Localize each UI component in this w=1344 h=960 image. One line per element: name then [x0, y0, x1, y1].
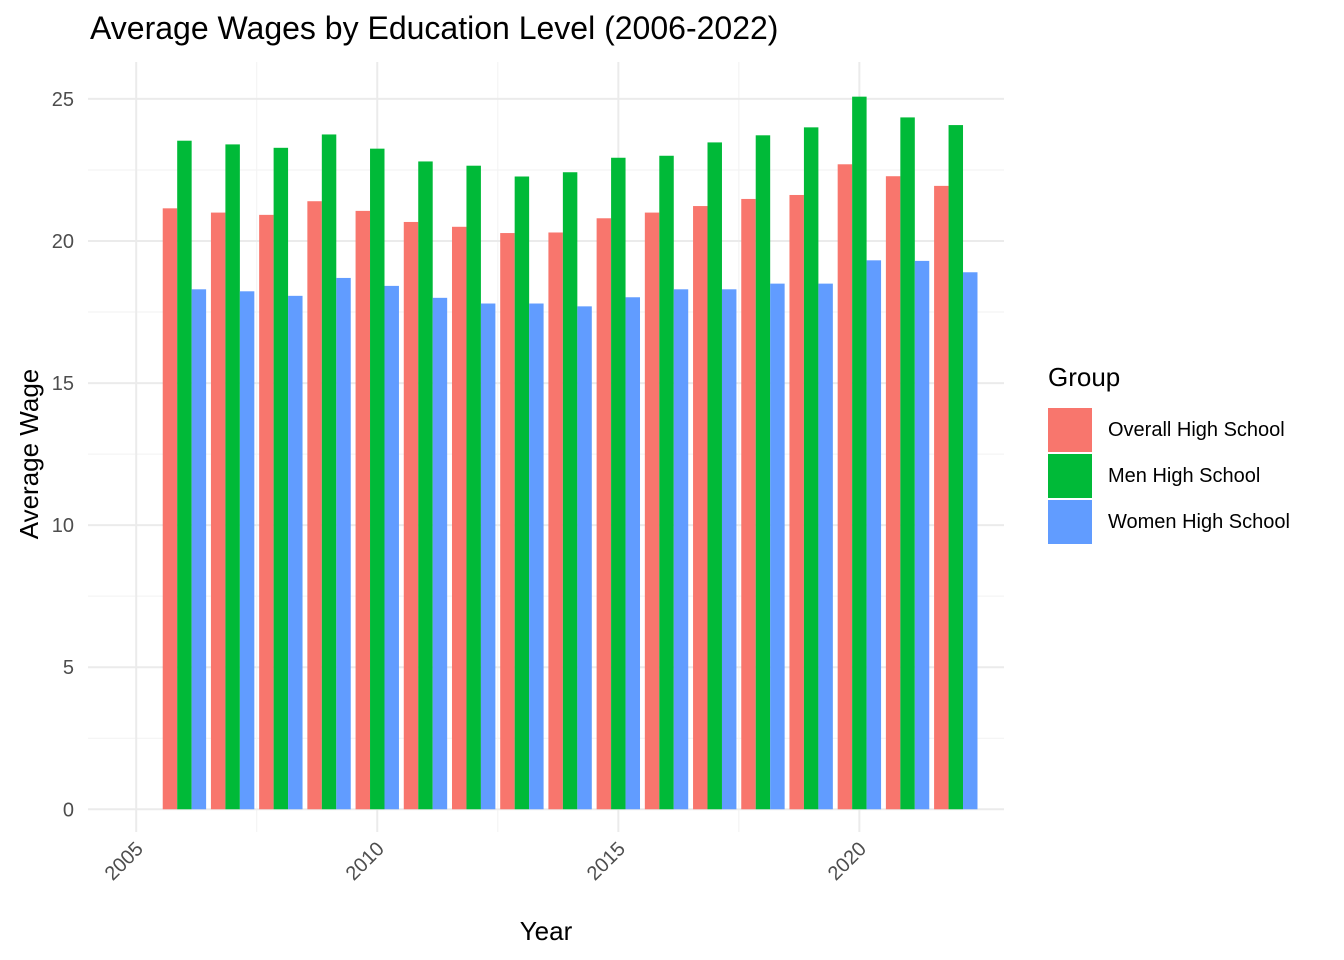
bar-men-high-school-2016 [659, 155, 674, 810]
bar-women-high-school-2021 [914, 260, 930, 810]
bar-men-high-school-2022 [948, 125, 964, 810]
bar-women-high-school-2011 [432, 297, 448, 810]
bar-women-high-school-2014 [577, 306, 592, 810]
bar-overall-high-school-2017 [693, 206, 708, 810]
bar-overall-high-school-2020 [837, 164, 853, 810]
legend-item: Men High School [1048, 453, 1290, 499]
legend-label: Overall High School [1108, 418, 1285, 441]
bar-women-high-school-2006 [191, 289, 207, 810]
bar-overall-high-school-2022 [934, 185, 949, 810]
bar-men-high-school-2009 [321, 134, 337, 810]
bar-overall-high-school-2013 [500, 233, 515, 810]
bar-women-high-school-2018 [770, 283, 785, 810]
bar-overall-high-school-2019 [789, 194, 804, 810]
bar-women-high-school-2009 [336, 277, 351, 810]
legend-label: Women High School [1108, 510, 1290, 533]
bar-men-high-school-2017 [707, 142, 722, 810]
y-axis-title: Average Wage [14, 369, 44, 540]
bar-women-high-school-2015 [625, 297, 641, 810]
x-tick-label: 2015 [583, 838, 630, 885]
bar-overall-high-school-2010 [355, 210, 371, 810]
bar-men-high-school-2015 [611, 157, 626, 810]
legend: Group Overall High School Men High School… [1048, 362, 1290, 545]
bar-women-high-school-2012 [480, 303, 496, 810]
bar-men-high-school-2012 [466, 165, 481, 810]
bar-women-high-school-2019 [818, 283, 833, 810]
bar-overall-high-school-2007 [210, 212, 226, 810]
bar-women-high-school-2017 [721, 289, 737, 810]
legend-item: Women High School [1048, 499, 1290, 545]
bar-women-high-school-2008 [288, 295, 303, 810]
bar-women-high-school-2007 [239, 291, 255, 810]
bar-overall-high-school-2016 [644, 212, 660, 810]
bar-men-high-school-2013 [514, 176, 530, 810]
y-tick-label: 15 [52, 373, 74, 395]
bar-men-high-school-2011 [418, 161, 433, 810]
legend-title: Group [1048, 362, 1121, 392]
bar-overall-high-school-2006 [162, 208, 178, 810]
bar-men-high-school-2019 [803, 127, 819, 810]
bar-overall-high-school-2015 [596, 218, 612, 810]
legend-items: Overall High School Men High School Women … [1048, 407, 1290, 545]
bar-women-high-school-2020 [866, 260, 882, 810]
x-tick-label: 2020 [824, 838, 871, 885]
legend-key [1048, 500, 1092, 544]
bar-overall-high-school-2014 [548, 232, 563, 810]
bars [162, 96, 978, 810]
y-tick-label: 10 [52, 515, 74, 537]
bar-women-high-school-2013 [529, 303, 544, 810]
bar-overall-high-school-2018 [741, 198, 756, 810]
bar-women-high-school-2016 [673, 289, 689, 810]
x-tick-label: 2010 [342, 838, 389, 885]
bar-men-high-school-2007 [225, 144, 240, 810]
bar-men-high-school-2006 [177, 140, 192, 810]
legend-key [1048, 454, 1092, 498]
y-tick-label: 5 [63, 657, 74, 679]
bar-overall-high-school-2021 [885, 176, 901, 810]
legend-key [1048, 408, 1092, 452]
y-tick-label: 0 [63, 799, 74, 821]
y-tick-label: 25 [52, 89, 74, 111]
bar-men-high-school-2010 [370, 148, 385, 810]
bar-men-high-school-2008 [273, 147, 289, 810]
legend-item: Overall High School [1048, 407, 1290, 453]
legend-label: Men High School [1108, 464, 1261, 487]
y-tick-label: 20 [52, 231, 74, 253]
y-tick-labels: 0 5 10 15 20 25 [52, 89, 74, 821]
bar-men-high-school-2014 [562, 172, 578, 810]
bar-women-high-school-2010 [384, 285, 399, 810]
bar-men-high-school-2018 [755, 135, 771, 810]
bar-overall-high-school-2008 [259, 214, 274, 810]
bar-overall-high-school-2012 [451, 226, 467, 810]
x-tick-label: 2005 [101, 838, 148, 885]
bar-overall-high-school-2011 [403, 221, 419, 810]
bar-men-high-school-2020 [852, 96, 867, 810]
bar-overall-high-school-2009 [307, 201, 322, 810]
chart-title: Average Wages by Education Level (2006-2… [90, 10, 779, 46]
bar-men-high-school-2021 [900, 117, 915, 810]
x-axis-title: Year [520, 916, 573, 946]
x-tick-labels: 2005 2010 2015 2020 [101, 838, 871, 885]
bar-women-high-school-2022 [963, 272, 978, 810]
